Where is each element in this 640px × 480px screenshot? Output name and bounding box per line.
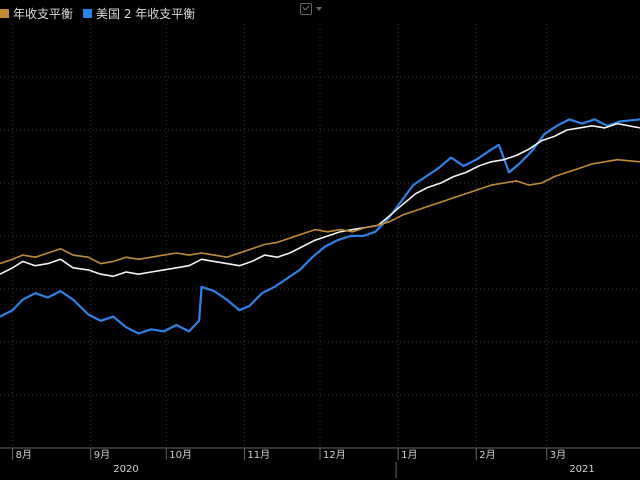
x-year-label: 2020 <box>113 464 138 475</box>
legend-swatch-series-a <box>0 8 9 18</box>
x-tick-label: 2月 <box>479 449 495 461</box>
series-line-2 <box>0 122 640 278</box>
x-tick-label: 3月 <box>550 449 566 461</box>
x-tick-label: 10月 <box>169 449 192 461</box>
x-tick-label: 11月 <box>247 449 270 461</box>
x-year-label: 2021 <box>569 464 594 475</box>
series-layer <box>0 118 640 335</box>
legend-item-series-b[interactable]: 美国 2 年收支平衡 <box>83 5 195 22</box>
chart-legend: 年收支平衡 美国 2 年收支平衡 <box>0 2 205 24</box>
x-axis: 8月 9月 10月 11月 12月 1月 2月 3月 2020 2021 <box>0 447 640 478</box>
legend-swatch-series-b <box>83 8 93 18</box>
series-line-1 <box>0 118 640 335</box>
x-tick-label: 9月 <box>94 449 110 461</box>
grid-lines <box>0 24 640 448</box>
legend-item-series-a[interactable]: 年收支平衡 <box>0 5 73 22</box>
chevron-down-icon[interactable] <box>316 7 322 11</box>
legend-label-series-a: 年收支平衡 <box>13 6 74 21</box>
checkbox-icon[interactable] <box>300 3 312 15</box>
x-tick-label: 12月 <box>323 449 346 461</box>
x-tick-label: 1月 <box>401 449 417 461</box>
chart-toolbar <box>300 3 322 15</box>
series-line-3 <box>0 158 640 265</box>
legend-label-series-b: 美国 2 年收支平衡 <box>96 6 196 21</box>
x-tick-label: 8月 <box>16 449 32 461</box>
